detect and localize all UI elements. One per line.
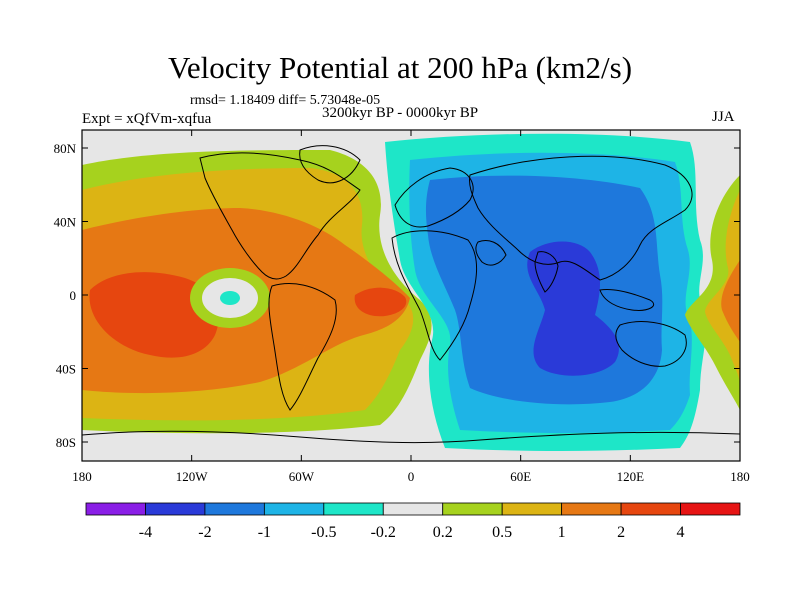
- region-eastern-pacific-core: [220, 291, 240, 305]
- coastlines: [82, 145, 740, 444]
- coastline-antarctica: [82, 430, 740, 444]
- region-western-pacific-02: [685, 175, 740, 410]
- colorbar-swatch: [382, 502, 444, 516]
- y-tick-label: 40S: [56, 362, 76, 377]
- region-western-pacific-1: [721, 260, 740, 342]
- colorbar-label: 2: [617, 524, 625, 541]
- coastline-australia: [615, 321, 687, 367]
- colorbar-swatch: [85, 502, 146, 516]
- stats-text: rmsd= 1.18409 diff= 5.73048e-05: [190, 93, 381, 108]
- y-tick-label: 80N: [54, 141, 77, 156]
- x-tick-label: 180: [730, 469, 750, 484]
- x-tick-label: 60E: [510, 469, 531, 484]
- axis-tick-marks: [81, 130, 741, 461]
- colorbar-swatch: [501, 502, 563, 516]
- colorbar-swatch: [263, 502, 325, 516]
- y-tick-label: 80S: [56, 435, 76, 450]
- velocity-potential-field: [82, 130, 740, 461]
- coastline-india: [534, 251, 559, 293]
- colorbar-label: -4: [139, 524, 152, 541]
- colorbar-label: 0.2: [433, 524, 453, 541]
- axis-tick-labels: 80N 40N 0 40S 80S 180 120W 60W 0 60E 120E 180: [54, 141, 750, 484]
- colorbar-swatch: [680, 502, 741, 516]
- colorbar-swatch: [620, 502, 681, 516]
- colorbar-label: -0.2: [371, 524, 396, 541]
- colorbar-swatch: [323, 502, 384, 516]
- coastline-europe: [394, 167, 474, 228]
- coastline-asia: [469, 155, 693, 281]
- coastline-greenland: [299, 145, 361, 184]
- colorbar-swatch: [145, 502, 206, 516]
- colorbar-swatch: [561, 502, 622, 516]
- experiment-label: Expt = xQfVm-xqfua: [82, 111, 212, 127]
- y-tick-label: 0: [70, 288, 77, 303]
- colorbar-label: -1: [258, 524, 271, 541]
- colorbar-label: 0.5: [492, 524, 512, 541]
- colorbar-label: 1: [558, 524, 566, 541]
- period-label: 3200kyr BP - 0000kyr BP: [322, 105, 479, 121]
- region-western-pacific-05: [705, 190, 740, 385]
- coastline-maritime-continent: [599, 289, 655, 311]
- colorbar-label: -0.5: [311, 524, 336, 541]
- x-tick-label: 180: [72, 469, 92, 484]
- colorbar-label: 4: [677, 524, 685, 541]
- coastline-south-america: [268, 283, 337, 411]
- region-negative-2: [527, 241, 619, 376]
- region-positive-2-west: [89, 272, 219, 358]
- x-tick-label: 120E: [617, 469, 645, 484]
- coastline-arabia: [475, 240, 507, 266]
- y-tick-label: 40N: [54, 215, 77, 230]
- x-tick-label: 60W: [289, 469, 315, 484]
- region-positive-2-atlantic: [354, 287, 407, 317]
- colorbar: -4 -2 -1 -0.5 -0.2 0.2 0.5 1 2 4: [85, 502, 741, 541]
- coastline-africa: [391, 230, 478, 361]
- x-tick-label: 0: [408, 469, 415, 484]
- colorbar-label: -2: [198, 524, 211, 541]
- season-label: JJA: [712, 109, 735, 125]
- plot-title: Velocity Potential at 200 hPa (km2/s): [167, 50, 633, 85]
- colorbar-swatch: [442, 502, 503, 516]
- x-tick-label: 120W: [176, 469, 209, 484]
- colorbar-swatch: [204, 502, 265, 516]
